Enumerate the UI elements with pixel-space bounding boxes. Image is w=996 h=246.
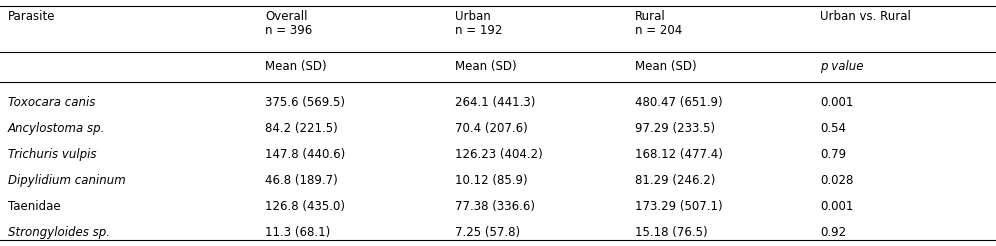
Text: 0.028: 0.028 bbox=[820, 174, 854, 187]
Text: 264.1 (441.3): 264.1 (441.3) bbox=[455, 96, 536, 109]
Text: 77.38 (336.6): 77.38 (336.6) bbox=[455, 200, 535, 213]
Text: n = 396: n = 396 bbox=[265, 24, 313, 37]
Text: 173.29 (507.1): 173.29 (507.1) bbox=[635, 200, 723, 213]
Text: 147.8 (440.6): 147.8 (440.6) bbox=[265, 148, 346, 161]
Text: 126.23 (404.2): 126.23 (404.2) bbox=[455, 148, 543, 161]
Text: 126.8 (435.0): 126.8 (435.0) bbox=[265, 200, 345, 213]
Text: 97.29 (233.5): 97.29 (233.5) bbox=[635, 122, 715, 135]
Text: 81.29 (246.2): 81.29 (246.2) bbox=[635, 174, 715, 187]
Text: Dipylidium caninum: Dipylidium caninum bbox=[8, 174, 125, 187]
Text: Parasite: Parasite bbox=[8, 10, 56, 23]
Text: Overall: Overall bbox=[265, 10, 308, 23]
Text: 70.4 (207.6): 70.4 (207.6) bbox=[455, 122, 528, 135]
Text: Mean (SD): Mean (SD) bbox=[635, 60, 696, 73]
Text: 0.54: 0.54 bbox=[820, 122, 846, 135]
Text: 46.8 (189.7): 46.8 (189.7) bbox=[265, 174, 338, 187]
Text: p value: p value bbox=[820, 60, 864, 73]
Text: Mean (SD): Mean (SD) bbox=[265, 60, 327, 73]
Text: Urban: Urban bbox=[455, 10, 491, 23]
Text: 0.79: 0.79 bbox=[820, 148, 847, 161]
Text: 480.47 (651.9): 480.47 (651.9) bbox=[635, 96, 723, 109]
Text: 0.92: 0.92 bbox=[820, 226, 847, 239]
Text: 7.25 (57.8): 7.25 (57.8) bbox=[455, 226, 520, 239]
Text: Toxocara canis: Toxocara canis bbox=[8, 96, 96, 109]
Text: 0.001: 0.001 bbox=[820, 96, 854, 109]
Text: 15.18 (76.5): 15.18 (76.5) bbox=[635, 226, 707, 239]
Text: Urban vs. Rural: Urban vs. Rural bbox=[820, 10, 911, 23]
Text: n = 192: n = 192 bbox=[455, 24, 502, 37]
Text: Ancylostoma sp.: Ancylostoma sp. bbox=[8, 122, 106, 135]
Text: Trichuris vulpis: Trichuris vulpis bbox=[8, 148, 97, 161]
Text: Mean (SD): Mean (SD) bbox=[455, 60, 517, 73]
Text: Strongyloides sp.: Strongyloides sp. bbox=[8, 226, 110, 239]
Text: 10.12 (85.9): 10.12 (85.9) bbox=[455, 174, 528, 187]
Text: 11.3 (68.1): 11.3 (68.1) bbox=[265, 226, 331, 239]
Text: n = 204: n = 204 bbox=[635, 24, 682, 37]
Text: 168.12 (477.4): 168.12 (477.4) bbox=[635, 148, 723, 161]
Text: 0.001: 0.001 bbox=[820, 200, 854, 213]
Text: 84.2 (221.5): 84.2 (221.5) bbox=[265, 122, 338, 135]
Text: Taenidae: Taenidae bbox=[8, 200, 61, 213]
Text: Rural: Rural bbox=[635, 10, 665, 23]
Text: 375.6 (569.5): 375.6 (569.5) bbox=[265, 96, 345, 109]
